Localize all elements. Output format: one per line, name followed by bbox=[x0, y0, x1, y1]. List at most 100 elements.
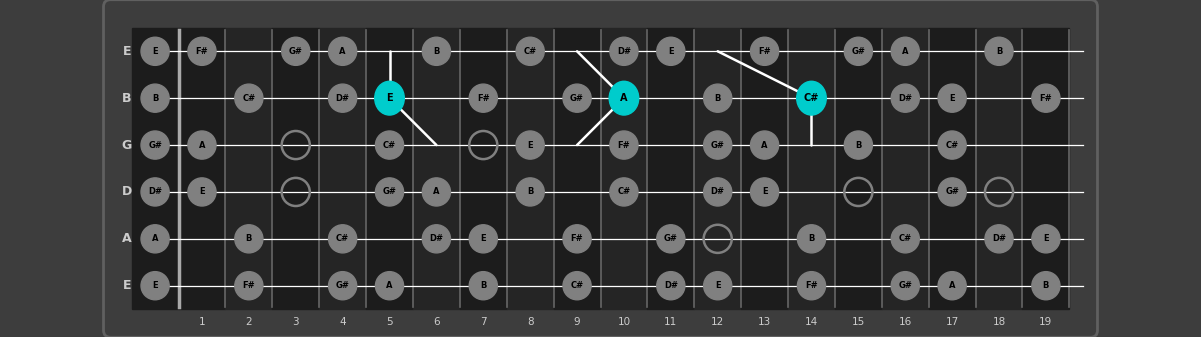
Circle shape bbox=[423, 178, 450, 206]
Text: G#: G# bbox=[945, 187, 960, 196]
Text: A: A bbox=[620, 93, 628, 103]
Bar bbox=[226, 28, 273, 309]
Text: G#: G# bbox=[852, 47, 865, 56]
Circle shape bbox=[234, 225, 263, 253]
Circle shape bbox=[610, 178, 638, 206]
Circle shape bbox=[891, 84, 919, 112]
Ellipse shape bbox=[609, 81, 639, 115]
Circle shape bbox=[141, 272, 169, 300]
Text: F#: F# bbox=[805, 281, 818, 290]
Text: B: B bbox=[123, 92, 132, 105]
Bar bbox=[741, 28, 788, 309]
Text: 10: 10 bbox=[617, 317, 631, 327]
Circle shape bbox=[423, 225, 450, 253]
Text: 3: 3 bbox=[292, 317, 299, 327]
Circle shape bbox=[516, 131, 544, 159]
Text: F#: F# bbox=[243, 281, 255, 290]
Text: D#: D# bbox=[664, 281, 677, 290]
Circle shape bbox=[751, 131, 778, 159]
Circle shape bbox=[187, 131, 216, 159]
Text: 1: 1 bbox=[198, 317, 205, 327]
Ellipse shape bbox=[796, 81, 826, 115]
Circle shape bbox=[985, 225, 1014, 253]
Text: C#: C# bbox=[524, 47, 537, 56]
Circle shape bbox=[844, 37, 872, 65]
Text: E: E bbox=[949, 94, 955, 103]
Text: A: A bbox=[151, 234, 159, 243]
Text: C#: C# bbox=[336, 234, 349, 243]
Circle shape bbox=[563, 84, 591, 112]
Text: G: G bbox=[121, 139, 132, 152]
Text: E: E bbox=[668, 47, 674, 56]
Text: A: A bbox=[198, 141, 205, 150]
Text: A: A bbox=[340, 47, 346, 56]
Circle shape bbox=[610, 37, 638, 65]
Circle shape bbox=[141, 225, 169, 253]
Text: F#: F# bbox=[758, 47, 771, 56]
Text: B: B bbox=[715, 94, 721, 103]
Circle shape bbox=[329, 272, 357, 300]
Circle shape bbox=[891, 37, 919, 65]
Text: D#: D# bbox=[430, 234, 443, 243]
Circle shape bbox=[891, 225, 919, 253]
Circle shape bbox=[141, 178, 169, 206]
Text: E: E bbox=[387, 93, 393, 103]
Text: C#: C# bbox=[945, 141, 958, 150]
Bar bbox=[788, 28, 835, 309]
Circle shape bbox=[657, 37, 685, 65]
Circle shape bbox=[187, 37, 216, 65]
Bar bbox=[273, 28, 319, 309]
Circle shape bbox=[329, 225, 357, 253]
Bar bbox=[554, 28, 600, 309]
Circle shape bbox=[938, 178, 967, 206]
Text: 9: 9 bbox=[574, 317, 580, 327]
Text: G#: G# bbox=[148, 141, 162, 150]
Text: B: B bbox=[808, 234, 814, 243]
Text: B: B bbox=[1042, 281, 1050, 290]
Text: E: E bbox=[123, 45, 131, 58]
Text: E: E bbox=[153, 47, 157, 56]
Circle shape bbox=[141, 37, 169, 65]
Circle shape bbox=[423, 37, 450, 65]
Text: C#: C# bbox=[898, 234, 912, 243]
Text: 17: 17 bbox=[945, 317, 958, 327]
Bar bbox=[366, 28, 413, 309]
Text: D#: D# bbox=[898, 94, 913, 103]
Circle shape bbox=[1032, 84, 1060, 112]
Text: D#: D# bbox=[617, 47, 631, 56]
Circle shape bbox=[141, 131, 169, 159]
Circle shape bbox=[376, 131, 404, 159]
Bar bbox=[882, 28, 928, 309]
Text: C#: C# bbox=[617, 187, 631, 196]
Text: B: B bbox=[996, 47, 1002, 56]
Text: B: B bbox=[246, 234, 252, 243]
Text: F#: F# bbox=[570, 234, 584, 243]
Text: A: A bbox=[387, 281, 393, 290]
Bar bbox=[975, 28, 1022, 309]
Circle shape bbox=[376, 178, 404, 206]
Bar bbox=[600, 28, 647, 309]
Circle shape bbox=[751, 37, 778, 65]
Text: D#: D# bbox=[148, 187, 162, 196]
Text: 7: 7 bbox=[480, 317, 486, 327]
Text: 12: 12 bbox=[711, 317, 724, 327]
Text: G#: G# bbox=[664, 234, 677, 243]
Ellipse shape bbox=[375, 81, 405, 115]
Text: F#: F# bbox=[617, 141, 631, 150]
Text: E: E bbox=[199, 187, 205, 196]
Text: 19: 19 bbox=[1039, 317, 1052, 327]
Circle shape bbox=[516, 178, 544, 206]
Text: D#: D# bbox=[992, 234, 1006, 243]
Text: B: B bbox=[434, 47, 440, 56]
Bar bbox=[928, 28, 975, 309]
Bar bbox=[319, 28, 366, 309]
Text: B: B bbox=[527, 187, 533, 196]
Circle shape bbox=[610, 131, 638, 159]
Circle shape bbox=[891, 272, 919, 300]
Circle shape bbox=[376, 272, 404, 300]
Text: A: A bbox=[902, 47, 908, 56]
Text: E: E bbox=[480, 234, 486, 243]
Text: E: E bbox=[123, 279, 131, 292]
Text: B: B bbox=[855, 141, 861, 150]
Circle shape bbox=[657, 272, 685, 300]
